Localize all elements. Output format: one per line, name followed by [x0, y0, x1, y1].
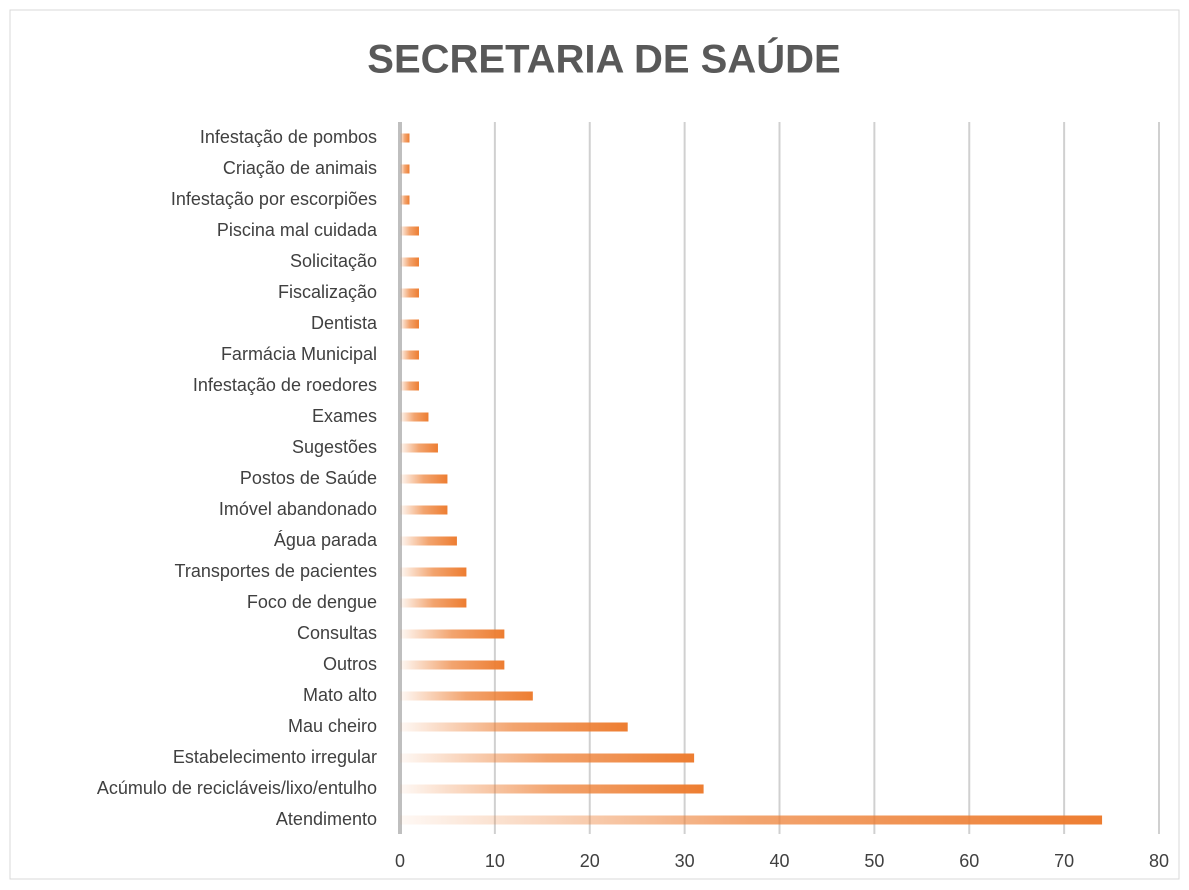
- y-tick-label: Exames: [312, 406, 377, 426]
- y-tick-label: Outros: [323, 654, 377, 674]
- y-tick-label: Água parada: [274, 530, 378, 550]
- y-tick-label: Sugestões: [292, 437, 377, 457]
- y-tick-label: Solicitação: [290, 251, 377, 271]
- y-tick-label: Atendimento: [276, 809, 377, 829]
- bar: [400, 443, 438, 453]
- bar: [400, 412, 429, 422]
- bar: [400, 474, 448, 484]
- x-tick-label: 80: [1149, 851, 1169, 871]
- bar: [400, 722, 628, 732]
- bar: [400, 660, 505, 670]
- x-tick-label: 70: [1054, 851, 1074, 871]
- y-tick-label: Imóvel abandonado: [219, 499, 377, 519]
- bar: [400, 536, 457, 546]
- y-tick-label: Infestação de pombos: [200, 127, 377, 147]
- bar: [400, 505, 448, 515]
- y-tick-label: Consultas: [297, 623, 377, 643]
- y-tick-label: Acúmulo de recicláveis/lixo/entulho: [97, 778, 377, 798]
- bar: [400, 381, 419, 391]
- x-tick-label: 10: [485, 851, 505, 871]
- y-tick-label: Infestação por escorpiões: [171, 189, 377, 209]
- x-tick-label: 0: [395, 851, 405, 871]
- y-tick-label: Foco de dengue: [247, 592, 377, 612]
- bar: [400, 784, 704, 794]
- x-tick-label: 30: [675, 851, 695, 871]
- chart-border: [9, 9, 1180, 880]
- bar: [400, 815, 1103, 825]
- bar: [400, 629, 505, 639]
- x-tick-label: 20: [580, 851, 600, 871]
- bar: [400, 164, 410, 174]
- y-tick-label: Infestação de roedores: [193, 375, 377, 395]
- y-tick-label: Estabelecimento irregular: [173, 747, 377, 767]
- y-tick-label: Transportes de pacientes: [175, 561, 377, 581]
- bar: [400, 753, 695, 763]
- y-tick-label: Mato alto: [303, 685, 377, 705]
- bar: [400, 195, 410, 205]
- bar: [400, 319, 419, 329]
- y-tick-label: Mau cheiro: [288, 716, 377, 736]
- y-tick-label: Dentista: [311, 313, 378, 333]
- y-tick-label: Fiscalização: [278, 282, 377, 302]
- bar: [400, 567, 467, 577]
- bar: [400, 691, 533, 701]
- chart-title: SECRETARIA DE SAÚDE: [367, 36, 840, 82]
- y-tick-label: Criação de animais: [223, 158, 377, 178]
- bar: [400, 350, 419, 360]
- bar: [400, 133, 410, 143]
- bar: [400, 257, 419, 267]
- x-tick-label: 50: [864, 851, 884, 871]
- x-tick-label: 60: [959, 851, 979, 871]
- y-tick-label: Postos de Saúde: [240, 468, 377, 488]
- y-tick-label: Piscina mal cuidada: [217, 220, 378, 240]
- bar: [400, 598, 467, 608]
- x-tick-label: 40: [769, 851, 789, 871]
- bar: [400, 288, 419, 298]
- y-tick-label: Farmácia Municipal: [221, 344, 377, 364]
- bar: [400, 226, 419, 236]
